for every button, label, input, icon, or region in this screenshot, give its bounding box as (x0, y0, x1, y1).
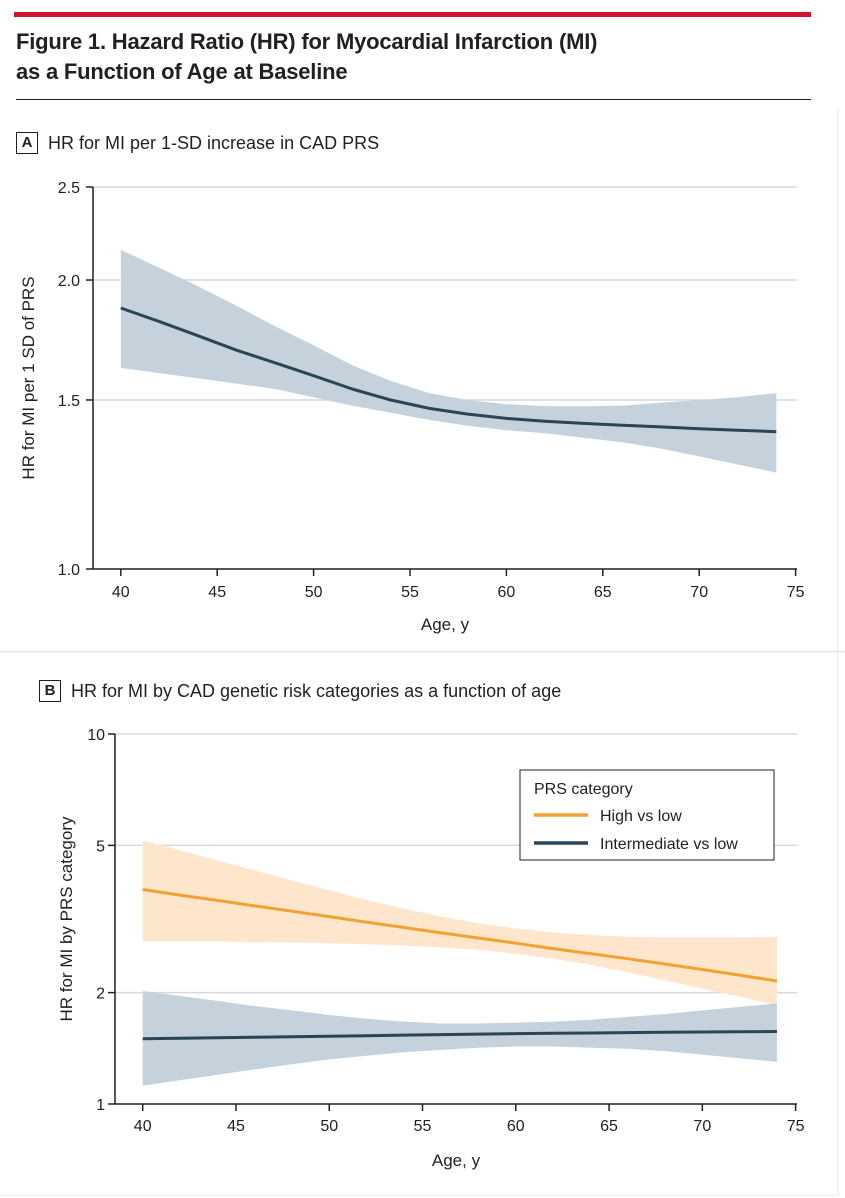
chart-a-x-tick-label: 40 (112, 584, 130, 601)
chart-b-x-tick-label: 70 (693, 1118, 711, 1135)
chart-b-legend-label-1: Intermediate vs low (600, 836, 738, 853)
panel-a-header: A HR for MI per 1-SD increase in CAD PRS (16, 132, 379, 154)
panel-a-letter: A (16, 132, 38, 154)
chart-b-legend-title: PRS category (534, 781, 633, 798)
chart-b-x-tick-label: 75 (787, 1118, 805, 1135)
chart-b-x-tick-label: 40 (134, 1118, 152, 1135)
panel-b-header: B HR for MI by CAD genetic risk categori… (39, 680, 561, 702)
chart-a-y-axis-label: HR for MI per 1 SD of PRS (19, 276, 38, 479)
chart-a-y-tick-label: 1.0 (58, 562, 80, 579)
title-rule (16, 99, 811, 100)
chart-b-series-line-0 (142, 888, 778, 983)
chart-a-x-axis-label: Age, y (421, 615, 470, 634)
chart-a-y-tick-label: 2.0 (58, 273, 80, 290)
chart-a-x-tick-label: 75 (787, 584, 805, 601)
chart-a-x-tick-label: 50 (305, 584, 323, 601)
panel-a-title: HR for MI per 1-SD increase in CAD PRS (48, 132, 380, 153)
chart-b-x-tick-label: 65 (600, 1118, 618, 1135)
chart-b-x-axis-label: Age, y (432, 1151, 481, 1170)
chart-b-x-tick-label: 60 (507, 1118, 525, 1135)
chart-a-ci-band-0 (120, 249, 777, 473)
chart-a-y-tick-label: 2.5 (58, 180, 80, 197)
figure-title: Figure 1. Hazard Ratio (HR) for Myocardi… (16, 27, 806, 87)
figure-frame (0, 108, 838, 1196)
chart-b-ci-band-0 (142, 840, 777, 1006)
chart-b-x-tick-label: 45 (227, 1118, 245, 1135)
chart-b-legend-label-0: High vs low (600, 808, 682, 825)
chart-a-y-tick-label: 1.5 (58, 393, 80, 410)
panel-separator (0, 651, 845, 652)
figure-title-line2: as a Function of Age at Baseline (16, 59, 348, 84)
chart-b-y-tick-label: 10 (87, 727, 105, 744)
chart-a-x-tick-label: 65 (594, 584, 612, 601)
chart-a-series-line-0 (120, 306, 777, 434)
chart-a-x-tick-label: 60 (498, 584, 516, 601)
figure-title-line1: Figure 1. Hazard Ratio (HR) for Myocardi… (16, 29, 598, 54)
chart-b-ci-band-1 (142, 991, 777, 1086)
chart-b-y-tick-label: 5 (96, 838, 105, 855)
chart-b-y-tick-label: 1 (96, 1097, 105, 1114)
chart-b-y-tick-label: 2 (96, 986, 105, 1003)
chart-a-x-tick-label: 45 (208, 584, 226, 601)
chart-b-series-line-1 (142, 1030, 777, 1041)
chart-b-y-axis-label: HR for MI by PRS category (57, 816, 76, 1022)
chart-b-x-tick-label: 55 (414, 1118, 432, 1135)
chart-b-x-tick-label: 50 (320, 1118, 338, 1135)
panel-b-letter: B (39, 680, 61, 702)
chart-a-x-tick-label: 55 (401, 584, 419, 601)
chart-a-x-tick-label: 70 (690, 584, 708, 601)
panel-b-title: HR for MI by CAD genetic risk categories… (71, 680, 562, 701)
top-accent-bar (14, 12, 811, 17)
